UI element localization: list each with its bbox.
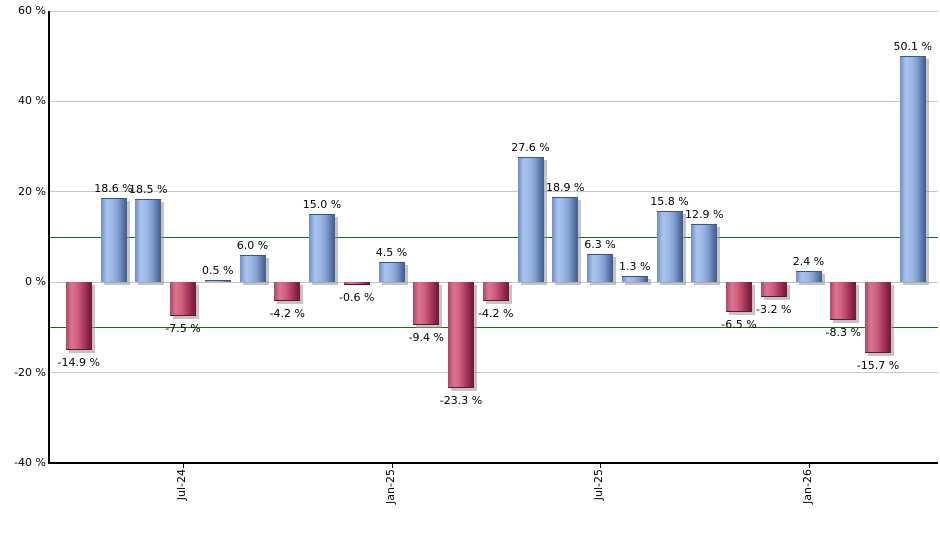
x-axis-line — [48, 462, 938, 464]
bar-value-label: -0.6 % — [339, 290, 375, 304]
bar-value-label: 15.8 % — [650, 194, 689, 208]
bar — [691, 223, 718, 283]
bar — [239, 255, 266, 283]
bar — [899, 55, 926, 283]
gridline-60pct — [49, 10, 938, 12]
bar — [865, 282, 891, 354]
x-axis-tick-label: Jan-25 — [383, 469, 397, 504]
bar — [135, 198, 162, 283]
bar-value-label: 27.6 % — [511, 141, 550, 155]
bar-value-label: -3.2 % — [756, 302, 792, 316]
bar — [309, 214, 335, 283]
x-axis-tick — [183, 464, 184, 468]
bar-shadow — [624, 279, 651, 286]
bar — [656, 210, 683, 283]
bar-value-label: 18.6 % — [94, 182, 133, 196]
gridline--20pct — [49, 372, 938, 374]
bar — [621, 276, 648, 283]
x-axis-tick-label: Jan-26 — [800, 469, 814, 504]
x-axis-tick-label: Jul-24 — [175, 469, 188, 501]
bar — [482, 282, 509, 302]
bar-value-label: -4.2 % — [269, 307, 305, 321]
bar — [204, 279, 231, 283]
y-axis-line — [48, 11, 50, 464]
bar-value-label: 4.5 % — [375, 245, 408, 259]
bar-value-label: -15.7 % — [856, 359, 900, 373]
bar-value-label: -9.4 % — [408, 330, 444, 344]
gridline-20pct — [49, 191, 938, 193]
bar — [517, 157, 544, 283]
bar — [274, 282, 301, 302]
bar-value-label: 18.5 % — [129, 182, 168, 196]
x-axis-tick — [600, 464, 601, 468]
y-axis-tick-label: 0 % — [25, 275, 46, 289]
bar-value-label: 50.1 % — [893, 39, 932, 53]
bar-value-label: 18.9 % — [546, 180, 585, 194]
bar-value-label: 6.3 % — [584, 237, 616, 251]
bar-value-label: -4.2 % — [478, 307, 514, 321]
bar-value-label: -7.5 % — [165, 322, 201, 336]
bar — [760, 282, 787, 297]
y-axis-tick-label: 60 % — [18, 4, 46, 17]
gridline-40pct — [49, 100, 938, 102]
bar — [795, 271, 822, 283]
bar — [830, 282, 857, 320]
x-axis-tick-label: Jul-25 — [592, 469, 605, 501]
bar — [343, 282, 370, 285]
bar — [170, 282, 196, 317]
bar-value-label: 15.0 % — [302, 198, 342, 212]
bar — [552, 196, 579, 283]
bar — [378, 261, 405, 283]
bar-value-label: 2.4 % — [792, 255, 825, 269]
bar-value-label: 1.3 % — [619, 260, 651, 274]
bar — [587, 253, 613, 283]
bar-value-label: 0.5 % — [202, 263, 234, 277]
bar — [100, 198, 127, 283]
bar — [726, 282, 752, 312]
bar — [448, 282, 474, 388]
y-axis-tick-label: 20 % — [18, 184, 46, 198]
bar-value-label: -23.3 % — [439, 393, 483, 407]
x-axis-tick — [391, 464, 393, 468]
reference-line-10pct — [49, 236, 938, 238]
bar-value-label: 12.9 % — [685, 207, 724, 221]
bar-value-label: 6.0 % — [236, 239, 269, 253]
bar-value-label: -14.9 % — [57, 355, 100, 369]
reference-line--10pct — [49, 326, 938, 328]
bar-value-label: -6.5 % — [721, 317, 757, 331]
y-axis-tick-label: 40 % — [18, 94, 46, 108]
y-axis-tick-label: -40 % — [14, 456, 46, 469]
bar — [65, 282, 92, 350]
x-axis-tick — [808, 464, 810, 468]
bar — [413, 282, 440, 325]
y-axis-tick-label: -20 % — [14, 365, 46, 379]
bar-value-label: -8.3 % — [825, 325, 861, 339]
